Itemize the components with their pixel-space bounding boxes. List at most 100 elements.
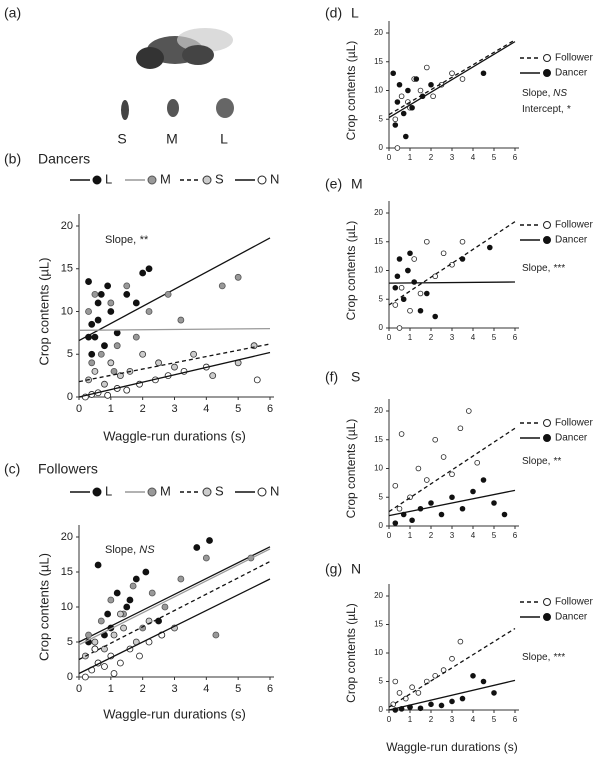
data-point [459, 505, 466, 512]
data-point [97, 290, 105, 298]
legend-label: N [270, 171, 279, 186]
data-point [392, 482, 399, 489]
data-point [417, 290, 424, 297]
data-point [91, 333, 99, 341]
y-tick-label: 5 [379, 492, 384, 501]
data-point [110, 670, 118, 677]
y-tick-label: 20 [374, 406, 383, 415]
legend-marker [543, 54, 551, 62]
data-point [413, 76, 420, 82]
data-point [402, 695, 409, 702]
y-tick-label: 10 [374, 648, 383, 657]
data-point [415, 690, 422, 696]
data-point [142, 568, 150, 576]
data-point [480, 477, 487, 483]
x-axis-label: Waggle-run durations (s) [103, 706, 246, 721]
x-tick-label: 5 [235, 683, 241, 695]
crop-icons [121, 98, 234, 120]
data-point [392, 302, 399, 308]
y-axis-label: Crop contents (µL) [36, 553, 51, 661]
data-point [432, 436, 439, 443]
data-point [417, 705, 424, 712]
data-point [94, 316, 102, 324]
fit-line [388, 39, 516, 116]
data-point [123, 603, 131, 611]
data-point [116, 610, 124, 618]
data-point [85, 631, 92, 639]
data-point [392, 116, 399, 123]
data-point [126, 596, 134, 604]
data-point [438, 511, 445, 518]
data-point [139, 269, 147, 277]
legend-marker [543, 69, 551, 77]
x-tick-label: 4 [203, 403, 209, 415]
panel-title: L [351, 5, 359, 21]
x-tick-label: 3 [450, 153, 455, 162]
bee-illustration [136, 28, 233, 69]
annotation-text: Slope, [522, 456, 550, 467]
data-point [120, 624, 127, 632]
data-point [148, 589, 156, 597]
legend-label: Follower [555, 597, 593, 608]
x-tick-label: 0 [387, 333, 392, 342]
x-tick-label: 4 [203, 683, 209, 695]
data-point [409, 684, 415, 690]
data-point [85, 308, 92, 315]
data-point [470, 488, 476, 495]
panel-title: M [351, 176, 363, 192]
data-point [457, 425, 464, 432]
data-point [409, 517, 415, 524]
x-tick-label: 6 [267, 683, 273, 695]
data-point [396, 81, 403, 88]
data-point [132, 575, 140, 583]
panel-title: N [351, 561, 361, 577]
data-point [123, 386, 131, 394]
legend-label: N [270, 483, 279, 498]
data-point [396, 690, 403, 696]
data-point [113, 329, 121, 337]
legend-label: S [215, 483, 224, 498]
y-tick-label: 15 [61, 566, 73, 578]
data-point [145, 308, 153, 315]
data-point [396, 505, 403, 512]
data-point [392, 122, 399, 128]
data-point [449, 70, 455, 77]
x-tick-label: 3 [171, 403, 177, 415]
x-tick-label: 0 [387, 153, 392, 162]
data-point [91, 638, 99, 646]
data-point [459, 76, 466, 82]
legend-label: Dancer [555, 235, 588, 246]
data-point [88, 359, 96, 367]
y-axis-label: Crop contents (µL) [344, 419, 358, 519]
data-point [423, 290, 430, 297]
annotation-text: Slope, [105, 234, 136, 246]
data-point [171, 363, 178, 371]
annotation-emph: ** [139, 234, 148, 246]
data-point [459, 695, 466, 702]
y-tick-label: 5 [67, 636, 73, 648]
y-tick-label: 15 [374, 237, 383, 246]
x-tick-label: 6 [267, 403, 273, 415]
x-tick-label: 2 [429, 531, 434, 540]
legend-marker [257, 487, 267, 497]
data-point [449, 655, 455, 662]
data-point [470, 672, 476, 679]
x-axis-label: Waggle-run durations (s) [103, 428, 246, 443]
data-point [390, 70, 397, 77]
x-tick-label: 0 [76, 403, 82, 415]
annotation-emph: NS [553, 88, 567, 99]
data-point [97, 617, 105, 625]
annotation: Slope, NS [105, 544, 155, 556]
fit-line [78, 578, 271, 675]
data-point [81, 673, 89, 681]
annotation-text: Slope, [522, 263, 550, 274]
x-tick-label: 0 [76, 683, 82, 695]
data-point [113, 589, 121, 597]
fit-line [388, 627, 516, 708]
y-tick-label: 10 [61, 601, 73, 613]
data-point [449, 698, 455, 705]
annotation: Slope, *** [522, 263, 566, 274]
legend-label: M [160, 483, 171, 498]
legend-marker [92, 487, 102, 497]
data-point [438, 702, 445, 709]
